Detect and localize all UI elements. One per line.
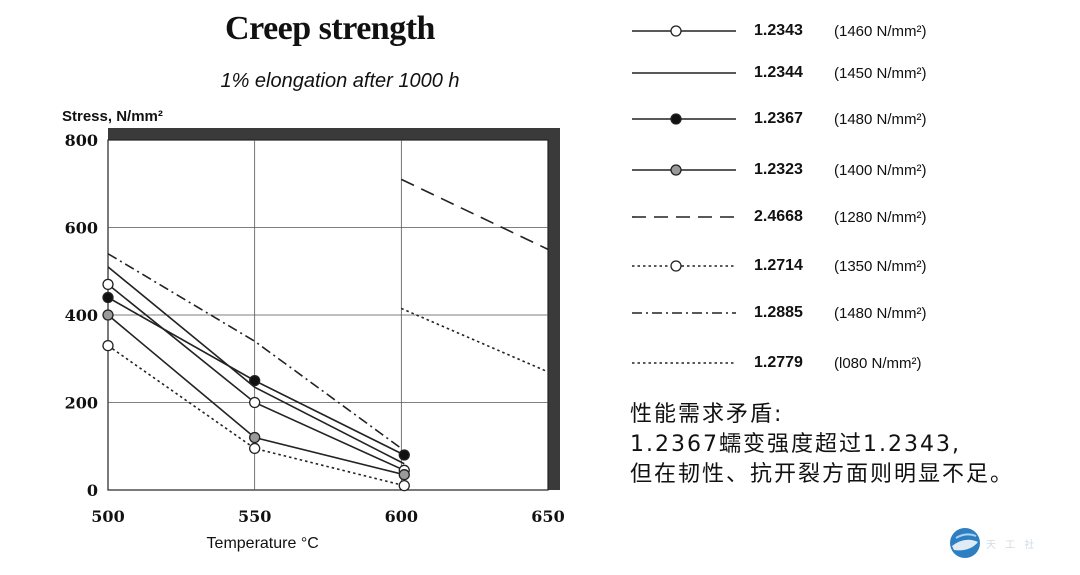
data-point-1.2714 bbox=[249, 442, 261, 455]
legend-strength: (1450 N/mm²) bbox=[834, 64, 927, 82]
legend-item-1.2779: 1.2779 (l080 N/mm²) bbox=[630, 350, 922, 376]
legend-swatch bbox=[632, 25, 736, 37]
legend-code: 1.2367 bbox=[754, 110, 803, 127]
data-point-1.2367 bbox=[102, 291, 114, 304]
legend-strength: (1350 N/mm²) bbox=[834, 257, 927, 275]
legend-swatch bbox=[632, 113, 736, 125]
x-tick-label: 600 bbox=[385, 507, 418, 526]
data-point-1.2714 bbox=[102, 339, 114, 352]
y-tick-label: 200 bbox=[65, 394, 98, 413]
data-point-1.2343 bbox=[102, 278, 114, 291]
legend-strength: (1280 N/mm²) bbox=[834, 208, 927, 226]
legend-marker bbox=[670, 25, 682, 37]
legend-item-1.2323: 1.2323 (1400 N/mm²) bbox=[630, 157, 927, 183]
creep-strength-chart: 0 200 400 600 800 500 550 600 650 Stress, N/mm² Te… bbox=[62, 108, 565, 552]
y-tick-label: 600 bbox=[65, 219, 98, 238]
legend-strength: (1480 N/mm²) bbox=[834, 110, 927, 128]
legend-swatch bbox=[632, 362, 736, 364]
note-line-1: 性能需求矛盾: bbox=[630, 402, 784, 427]
legend-strength: (1460 N/mm²) bbox=[834, 22, 927, 40]
note-line-2: 1.2367蠕变强度超过1.2343, bbox=[630, 432, 961, 457]
legend-strength: (l080 N/mm²) bbox=[834, 354, 922, 372]
legend-swatch bbox=[632, 260, 736, 272]
legend-marker bbox=[670, 113, 682, 125]
x-tick-label: 550 bbox=[238, 507, 271, 526]
data-point-1.2367 bbox=[249, 374, 261, 387]
legend-swatch bbox=[632, 216, 736, 218]
legend-code: 1.2323 bbox=[754, 161, 803, 178]
legend-item-1.2343: 1.2343 (1460 N/mm²) bbox=[630, 18, 927, 44]
legend-item-1.2885: 1.2885 (1480 N/mm²) bbox=[630, 300, 927, 326]
legend-strength: (1480 N/mm²) bbox=[834, 304, 927, 322]
globe-logo-icon bbox=[950, 528, 980, 558]
y-tick-label: 0 bbox=[87, 481, 98, 500]
frame-right-bar bbox=[548, 128, 560, 490]
legend-code: 2.4668 bbox=[754, 208, 803, 225]
series-line-1.2779 bbox=[401, 307, 549, 373]
legend-item-1.2714: 1.2714 (1350 N/mm²) bbox=[630, 253, 927, 279]
note-text: 性能需求矛盾: 1.2367蠕变强度超过1.2343, 但在韧性、抗开裂方面则明… bbox=[630, 400, 1070, 490]
legend-code: 1.2779 bbox=[754, 354, 803, 371]
legend-swatch bbox=[632, 164, 736, 176]
watermark-text: 天 工 社 bbox=[986, 540, 1038, 551]
x-tick-label: 500 bbox=[91, 507, 124, 526]
chart-title: Creep strength bbox=[225, 10, 435, 47]
data-point-1.2343 bbox=[249, 396, 261, 409]
legend-marker bbox=[670, 260, 682, 272]
note-line-3: 但在韧性、抗开裂方面则明显不足。 bbox=[630, 462, 1015, 487]
legend-code: 1.2343 bbox=[754, 22, 803, 39]
series-line-1.2344 bbox=[107, 266, 405, 465]
data-point-1.2714 bbox=[398, 479, 410, 492]
y-tick-label: 400 bbox=[65, 306, 98, 325]
y-axis-label: Stress, N/mm² bbox=[62, 108, 163, 125]
data-point-1.2367 bbox=[398, 449, 410, 461]
data-point-1.2323 bbox=[398, 469, 410, 481]
x-tick-label: 650 bbox=[531, 507, 564, 526]
series-line-2.4668 bbox=[400, 178, 549, 251]
series-line-1.2714 bbox=[107, 344, 405, 487]
chart-subtitle: 1% elongation after 1000 h bbox=[220, 70, 460, 92]
data-point-1.2323 bbox=[249, 431, 261, 444]
legend-item-2.4668: 2.4668 (1280 N/mm²) bbox=[630, 204, 927, 230]
legend-code: 1.2714 bbox=[754, 257, 803, 274]
legend-strength: (1400 N/mm²) bbox=[834, 161, 927, 179]
data-point-1.2323 bbox=[102, 309, 114, 321]
legend-code: 1.2344 bbox=[754, 64, 803, 81]
frame-top-bar bbox=[108, 128, 560, 140]
legend-swatch bbox=[632, 312, 736, 314]
legend-item-1.2367: 1.2367 (1480 N/mm²) bbox=[630, 106, 927, 132]
legend-code: 1.2885 bbox=[754, 304, 803, 321]
legend-marker bbox=[670, 164, 682, 176]
y-tick-label: 800 bbox=[65, 131, 98, 150]
legend-swatch bbox=[632, 72, 736, 74]
x-axis-label: Temperature °C bbox=[207, 535, 319, 552]
legend-item-1.2344: 1.2344 (1450 N/mm²) bbox=[630, 60, 927, 86]
